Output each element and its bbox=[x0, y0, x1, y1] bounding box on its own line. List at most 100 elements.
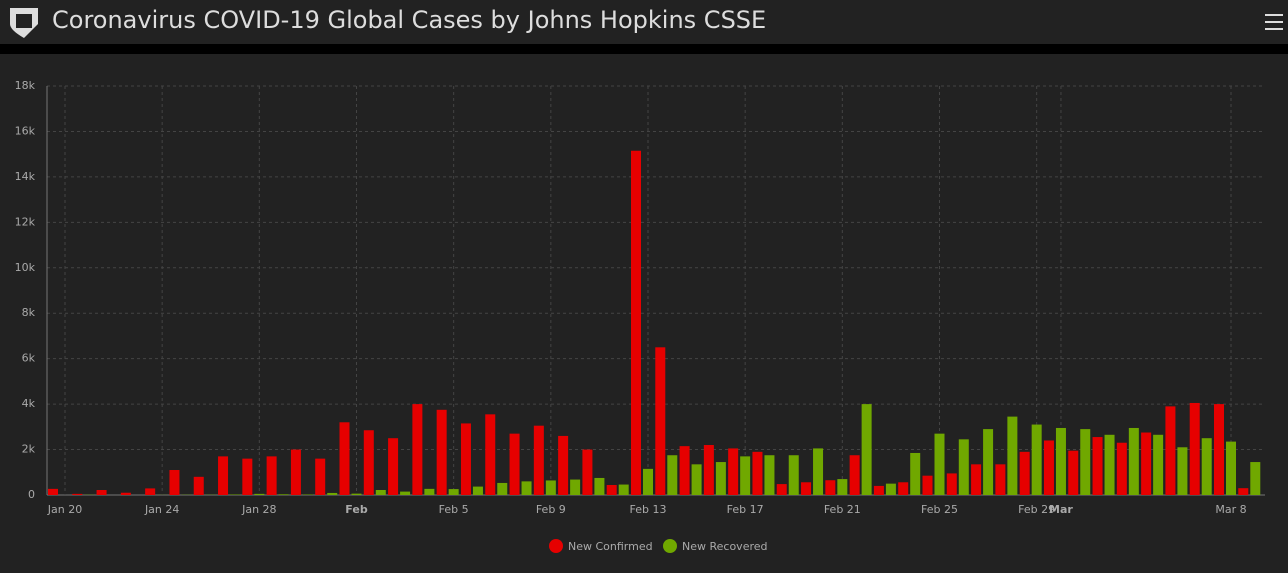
bar bbox=[290, 449, 301, 495]
bar bbox=[849, 455, 860, 495]
bar bbox=[1104, 434, 1115, 495]
x-tick-label: Feb 25 bbox=[921, 503, 958, 516]
bar bbox=[861, 404, 872, 495]
bar bbox=[145, 488, 156, 495]
bar bbox=[1177, 447, 1188, 495]
bar bbox=[278, 494, 289, 495]
bar bbox=[558, 435, 569, 495]
bar bbox=[788, 455, 799, 495]
bar bbox=[1043, 440, 1054, 495]
bar bbox=[327, 492, 338, 495]
bar bbox=[218, 456, 229, 495]
bar bbox=[570, 479, 581, 495]
bar bbox=[1201, 438, 1212, 495]
bar bbox=[667, 455, 678, 495]
bar bbox=[715, 462, 726, 495]
bar bbox=[1250, 462, 1261, 495]
bar bbox=[521, 481, 532, 495]
x-tick-label: Feb 13 bbox=[630, 503, 667, 516]
bar bbox=[764, 455, 775, 495]
x-tick-label: Jan 20 bbox=[47, 503, 82, 516]
bar bbox=[351, 493, 362, 495]
bar bbox=[460, 423, 471, 495]
x-tick-label: Feb bbox=[345, 503, 368, 516]
x-tick-label: Feb 9 bbox=[536, 503, 566, 516]
bar bbox=[72, 493, 83, 495]
bar bbox=[752, 451, 763, 495]
bar bbox=[740, 456, 751, 495]
bar bbox=[1092, 437, 1103, 495]
y-tick-label: 14k bbox=[15, 170, 36, 183]
y-tick-label: 6k bbox=[22, 352, 36, 365]
bar bbox=[266, 456, 277, 495]
bar bbox=[315, 458, 326, 495]
bar bbox=[339, 422, 350, 495]
legend-label: New Recovered bbox=[682, 540, 768, 553]
menu-button[interactable] bbox=[1264, 12, 1284, 32]
bar bbox=[813, 448, 824, 495]
bar bbox=[934, 433, 945, 495]
bar bbox=[412, 404, 423, 495]
bar bbox=[1128, 427, 1139, 495]
bar bbox=[96, 490, 107, 495]
bar bbox=[898, 482, 909, 495]
bar bbox=[193, 476, 204, 495]
bar bbox=[728, 448, 739, 495]
y-tick-label: 10k bbox=[15, 261, 36, 274]
bar bbox=[1116, 442, 1127, 495]
bar bbox=[1153, 434, 1164, 495]
separator bbox=[0, 44, 1288, 54]
bar bbox=[1226, 441, 1236, 495]
bar bbox=[958, 439, 969, 495]
bar bbox=[582, 449, 593, 495]
bar bbox=[643, 468, 653, 495]
bar bbox=[1165, 406, 1176, 495]
bar bbox=[594, 477, 605, 495]
logo bbox=[10, 8, 38, 38]
bar bbox=[995, 464, 1006, 495]
bar bbox=[509, 433, 520, 495]
x-tick-label: Jan 24 bbox=[144, 503, 179, 516]
chart: 0 2k 4k 6k 8k 10k 12k 14k 16k 18k Jan 20 Jan 24 Jan … bbox=[15, 79, 1265, 553]
bar bbox=[922, 475, 933, 495]
bar bbox=[48, 488, 58, 495]
bar bbox=[448, 489, 459, 495]
x-tick-label: Jan 28 bbox=[241, 503, 276, 516]
bar bbox=[776, 484, 787, 495]
bar bbox=[1080, 429, 1091, 495]
bar bbox=[1141, 432, 1152, 495]
bar bbox=[606, 485, 617, 495]
y-tick-label: 8k bbox=[22, 306, 36, 319]
y-tick-label: 12k bbox=[15, 215, 36, 228]
legend-marker bbox=[663, 539, 677, 553]
bar bbox=[983, 429, 994, 495]
bar bbox=[254, 493, 265, 495]
bar bbox=[655, 347, 666, 495]
bar bbox=[1189, 402, 1200, 495]
bar bbox=[1007, 416, 1018, 495]
x-tick-label: Feb 29 bbox=[1018, 503, 1055, 516]
bar bbox=[1019, 451, 1030, 495]
header: Coronavirus COVID-19 Global Cases by Joh… bbox=[0, 0, 1288, 44]
bar bbox=[837, 479, 848, 495]
bar bbox=[1214, 404, 1224, 495]
x-tick-label: Feb 17 bbox=[727, 503, 764, 516]
bar bbox=[375, 490, 386, 495]
legend-label: New Confirmed bbox=[568, 540, 653, 553]
bar bbox=[497, 482, 508, 495]
bar bbox=[885, 483, 896, 495]
bar bbox=[1068, 450, 1079, 495]
bar bbox=[120, 492, 131, 495]
bar bbox=[618, 484, 629, 495]
bar bbox=[946, 473, 957, 495]
bar bbox=[485, 414, 496, 495]
x-tick-label: Feb 5 bbox=[439, 503, 469, 516]
bar bbox=[971, 464, 982, 495]
bar bbox=[424, 488, 435, 495]
legend-marker bbox=[549, 539, 563, 553]
bar bbox=[801, 482, 812, 495]
bar bbox=[703, 445, 714, 495]
bar bbox=[679, 446, 690, 495]
y-tick-label: 16k bbox=[15, 124, 36, 137]
